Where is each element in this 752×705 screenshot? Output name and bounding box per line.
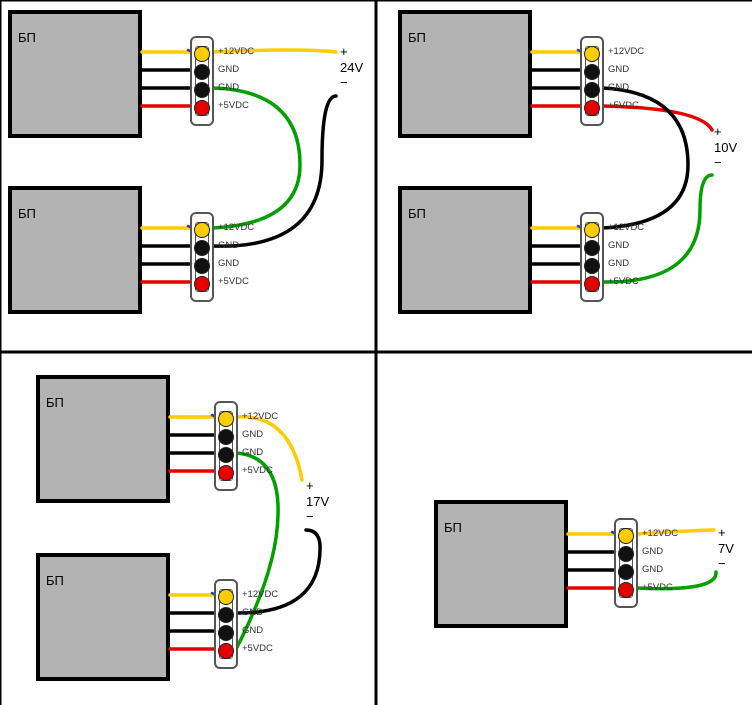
pin-gnd — [194, 240, 210, 256]
pin-label: +12VDC — [218, 46, 254, 57]
pin-label: GND — [642, 564, 663, 575]
pin-5v — [618, 582, 634, 598]
pin-gnd — [194, 258, 210, 274]
pin-5v — [194, 276, 210, 292]
polarity-minus: − — [306, 509, 314, 524]
pin-gnd — [618, 564, 634, 580]
pin-label: +12VDC — [608, 222, 644, 233]
polarity-plus: + — [718, 525, 726, 540]
psu-label: БП — [444, 520, 462, 535]
pin-label: GND — [218, 82, 239, 93]
pin-5v — [584, 276, 600, 292]
voltage-value: 7V — [718, 541, 734, 556]
pin-gnd — [584, 258, 600, 274]
pin-12v — [584, 222, 600, 238]
pin-label: GND — [242, 429, 263, 440]
pin-label: +12VDC — [218, 222, 254, 233]
voltage-value: 17V — [306, 494, 329, 509]
psu-label: БП — [18, 30, 36, 45]
pin-label: GND — [218, 64, 239, 75]
pin-label: GND — [218, 240, 239, 251]
psu-label: БП — [18, 206, 36, 221]
pin-12v — [218, 589, 234, 605]
output-voltage-label: +10V− — [714, 124, 737, 171]
molex-connector — [214, 579, 238, 669]
pin-gnd — [218, 607, 234, 623]
molex-connector — [214, 401, 238, 491]
pin-label: GND — [608, 240, 629, 251]
molex-connector — [580, 212, 604, 302]
pin-gnd — [584, 64, 600, 80]
pin-label: +5VDC — [218, 100, 249, 111]
polarity-minus: − — [718, 556, 726, 571]
molex-connector — [190, 36, 214, 126]
pin-label: +5VDC — [242, 465, 273, 476]
polarity-minus: − — [340, 75, 348, 90]
pin-label: +12VDC — [242, 411, 278, 422]
output-voltage-label: +24V− — [340, 44, 363, 91]
polarity-minus: − — [714, 155, 722, 170]
diagram-canvas: БП БП +12VDC GND GND +5VDC +12VDC GND GND +5VDC +2… — [0, 0, 752, 705]
pin-gnd — [194, 64, 210, 80]
pin-label: +5VDC — [642, 582, 673, 593]
psu-label: БП — [46, 395, 64, 410]
pin-12v — [194, 222, 210, 238]
molex-connector — [614, 518, 638, 608]
pin-label: +12VDC — [608, 46, 644, 57]
pin-label: GND — [608, 64, 629, 75]
pin-5v — [194, 100, 210, 116]
pin-12v — [194, 46, 210, 62]
pin-label: +5VDC — [608, 100, 639, 111]
pin-label: GND — [218, 258, 239, 269]
pin-gnd — [218, 429, 234, 445]
pin-label: GND — [608, 82, 629, 93]
molex-connector — [190, 212, 214, 302]
pin-12v — [618, 528, 634, 544]
output-voltage-label: +17V− — [306, 478, 329, 525]
pin-label: GND — [608, 258, 629, 269]
pin-label: +12VDC — [642, 528, 678, 539]
pin-label: GND — [242, 447, 263, 458]
pin-12v — [584, 46, 600, 62]
pin-gnd — [218, 447, 234, 463]
psu-label: БП — [408, 206, 426, 221]
pin-label: +5VDC — [242, 643, 273, 654]
psu-label: БП — [46, 573, 64, 588]
pin-label: +12VDC — [242, 589, 278, 600]
polarity-plus: + — [714, 124, 722, 139]
voltage-value: 24V — [340, 60, 363, 75]
pin-12v — [218, 411, 234, 427]
molex-connector — [580, 36, 604, 126]
pin-5v — [218, 465, 234, 481]
pin-gnd — [194, 82, 210, 98]
pin-5v — [218, 643, 234, 659]
pin-gnd — [584, 82, 600, 98]
pin-label: +5VDC — [608, 276, 639, 287]
output-voltage-label: +7V− — [718, 525, 734, 572]
pin-gnd — [618, 546, 634, 562]
pin-gnd — [218, 625, 234, 641]
psu-label: БП — [408, 30, 426, 45]
polarity-plus: + — [340, 44, 348, 59]
pin-label: GND — [242, 607, 263, 618]
pin-label: +5VDC — [218, 276, 249, 287]
voltage-value: 10V — [714, 140, 737, 155]
pin-label: GND — [642, 546, 663, 557]
polarity-plus: + — [306, 478, 314, 493]
pin-label: GND — [242, 625, 263, 636]
pin-5v — [584, 100, 600, 116]
pin-gnd — [584, 240, 600, 256]
